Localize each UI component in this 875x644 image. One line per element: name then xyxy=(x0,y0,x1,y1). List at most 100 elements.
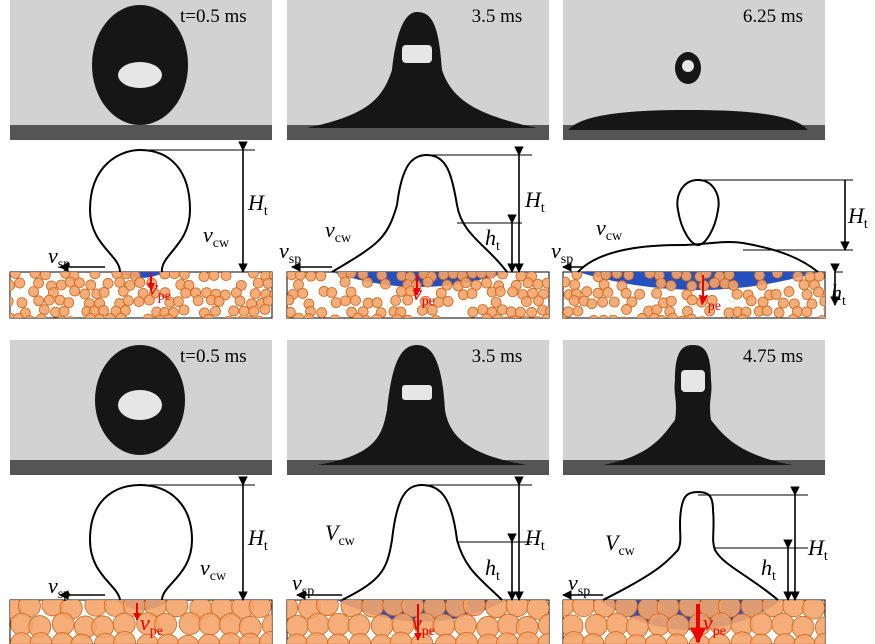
symbol: v xyxy=(279,238,289,263)
highlight xyxy=(681,370,705,392)
particle xyxy=(199,272,209,282)
particle xyxy=(317,308,327,318)
symbol: v xyxy=(292,570,302,595)
droplet-outline xyxy=(90,485,192,600)
particle xyxy=(423,277,433,287)
particle xyxy=(99,287,109,297)
particle xyxy=(666,281,676,291)
subscript: pe xyxy=(708,299,721,314)
particle xyxy=(443,296,453,306)
particle xyxy=(40,270,50,280)
particle xyxy=(250,289,260,299)
particle xyxy=(179,305,189,315)
particle xyxy=(482,278,492,288)
particle xyxy=(493,314,503,324)
particle xyxy=(802,307,812,317)
particle xyxy=(482,314,492,324)
subscript: t xyxy=(264,539,268,554)
particle xyxy=(612,269,622,279)
symbol: H xyxy=(247,190,265,215)
particle xyxy=(672,269,682,279)
particle xyxy=(346,268,356,278)
symbol: v xyxy=(140,610,150,635)
particle xyxy=(103,278,113,288)
particle xyxy=(118,286,128,296)
symbol: H xyxy=(524,187,542,212)
highlight xyxy=(402,45,432,63)
highlight xyxy=(682,60,694,72)
particle xyxy=(601,270,611,280)
subscript: sp xyxy=(289,252,301,267)
particle xyxy=(39,305,49,315)
particle xyxy=(298,288,308,298)
schematic: VcwHtvsphtvpe xyxy=(552,492,837,644)
time-label: t=0.5 ms xyxy=(180,6,247,27)
particle xyxy=(295,270,305,280)
symbol: h xyxy=(761,555,772,580)
particle xyxy=(57,316,67,326)
particle xyxy=(599,315,609,325)
particle xyxy=(510,316,520,326)
particle xyxy=(163,314,173,324)
particle xyxy=(635,289,645,299)
symbol-label: Ht xyxy=(847,203,868,232)
photo: 3.5 ms xyxy=(287,0,549,140)
symbol: v xyxy=(698,285,708,310)
symbol: v xyxy=(412,610,422,635)
particle xyxy=(463,594,485,616)
photo: t=0.5 ms xyxy=(10,340,272,475)
particle xyxy=(433,614,455,636)
particle xyxy=(10,268,20,278)
particle xyxy=(316,271,326,281)
particle xyxy=(523,278,533,288)
particle xyxy=(486,268,496,278)
symbol: v xyxy=(325,217,335,242)
particle xyxy=(304,314,314,324)
symbol: v xyxy=(48,573,58,598)
particle xyxy=(738,315,748,325)
particle xyxy=(814,287,824,297)
time-label: 6.25 ms xyxy=(743,6,803,27)
highlight xyxy=(402,385,432,400)
symbol: v xyxy=(568,570,578,595)
symbol-label: vcw xyxy=(325,217,352,246)
particle xyxy=(396,286,406,296)
particle xyxy=(645,268,655,278)
time-label: t=0.5 ms xyxy=(180,346,247,367)
particle xyxy=(94,314,104,324)
particle xyxy=(436,288,446,298)
particle xyxy=(515,307,525,317)
droplet-highlight xyxy=(402,45,432,63)
particle xyxy=(115,277,125,287)
particle xyxy=(677,316,687,326)
subscript: t xyxy=(541,539,545,554)
particle xyxy=(80,289,90,299)
highlight xyxy=(118,390,162,420)
symbol-label: vsp xyxy=(48,573,70,602)
subscript: sp xyxy=(302,584,314,599)
particle xyxy=(587,299,597,309)
particle xyxy=(589,315,599,325)
particle xyxy=(371,615,393,637)
symbol-label: Ht xyxy=(524,187,545,216)
subscript: pe xyxy=(713,624,726,639)
particle xyxy=(666,296,676,306)
particle xyxy=(17,298,27,308)
schematic: VcwHtvsphtvpe xyxy=(276,485,561,644)
particle xyxy=(608,315,618,325)
particle xyxy=(269,270,279,280)
particle xyxy=(65,277,75,287)
symbol-label: Ht xyxy=(524,525,545,554)
particle xyxy=(229,306,239,316)
symbol-label: vsp xyxy=(551,238,573,267)
symbol-label: ht xyxy=(485,225,500,254)
highlight xyxy=(118,62,162,88)
symbol: v xyxy=(551,238,561,263)
particle xyxy=(284,295,294,305)
particle xyxy=(143,314,153,324)
particle xyxy=(44,295,54,305)
particle xyxy=(193,296,203,306)
time-label: 3.5 ms xyxy=(472,6,523,27)
subscript: t xyxy=(496,569,500,584)
particle xyxy=(403,315,413,325)
